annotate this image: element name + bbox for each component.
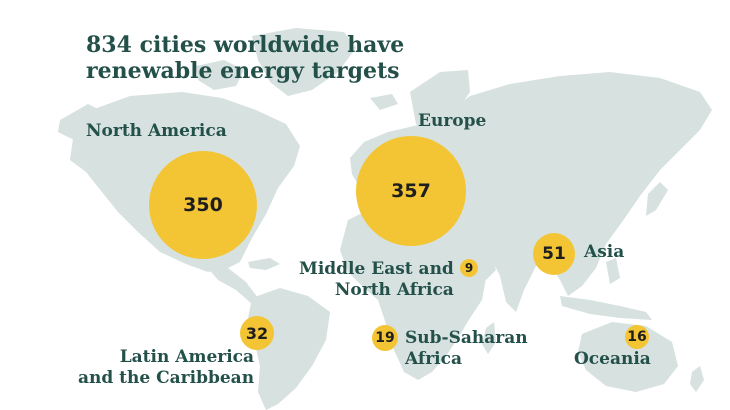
new-zealand-landmass	[690, 366, 704, 392]
south-america-landmass	[248, 288, 330, 410]
africa-landmass	[340, 206, 486, 380]
label-asia: Asia	[584, 242, 624, 263]
label-latin-america-caribbean-line-2: and the Caribbean	[78, 368, 255, 388]
bubble-europe: 357	[356, 136, 466, 246]
title-line-2: renewable energy targets	[86, 58, 400, 84]
eurasia-landmass	[350, 72, 712, 312]
australia-landmass	[578, 322, 678, 392]
label-north-america: North America	[86, 121, 227, 142]
bubble-middle-east-north-africa: 9	[460, 259, 478, 277]
bubble-asia: 51	[533, 233, 575, 275]
label-europe: Europe	[418, 111, 486, 132]
caribbean-landmass	[248, 258, 280, 270]
iceland-landmass	[370, 94, 398, 110]
label-sub-saharan-africa-line-1: Sub-Saharan	[405, 328, 528, 348]
greenland-landmass	[252, 28, 356, 96]
japan-landmass	[646, 182, 668, 216]
bubble-oceania: 16	[625, 325, 649, 349]
label-middle-east-north-africa-line-2: North Africa	[334, 280, 454, 300]
bubble-north-america: 350	[149, 151, 257, 259]
philippines-landmass	[606, 258, 620, 284]
arctic-islands-landmass	[196, 60, 244, 90]
label-latin-america-caribbean: Latin America and the Caribbean	[78, 347, 254, 389]
madagascar-landmass	[482, 322, 496, 354]
southeast-asia-islands-landmass	[560, 296, 652, 320]
central-america-landmass	[206, 266, 258, 304]
label-europe-line-1: Europe	[418, 111, 487, 131]
title-line-1: 834 cities worldwide have	[86, 32, 405, 58]
label-sub-saharan-africa-line-2: Africa	[405, 349, 462, 369]
label-sub-saharan-africa: Sub-Saharan Africa	[405, 328, 528, 370]
label-north-america-line-1: North America	[86, 121, 227, 141]
label-latin-america-caribbean-line-1: Latin America	[119, 347, 255, 367]
label-oceania-line-1: Oceania	[574, 349, 651, 369]
infographic-title: 834 cities worldwide have renewable ener…	[86, 32, 446, 84]
arabia-landmass	[446, 230, 496, 284]
alaska-landmass	[58, 104, 104, 140]
label-middle-east-north-africa-line-1: Middle East and	[299, 259, 454, 279]
bubble-latin-america-caribbean: 32	[240, 316, 274, 350]
label-middle-east-north-africa: Middle East and North Africa	[299, 259, 454, 301]
label-oceania: Oceania	[574, 349, 651, 370]
scandinavia-landmass	[410, 70, 470, 132]
bubble-sub-saharan-africa: 19	[372, 325, 398, 351]
label-asia-line-1: Asia	[584, 242, 625, 262]
